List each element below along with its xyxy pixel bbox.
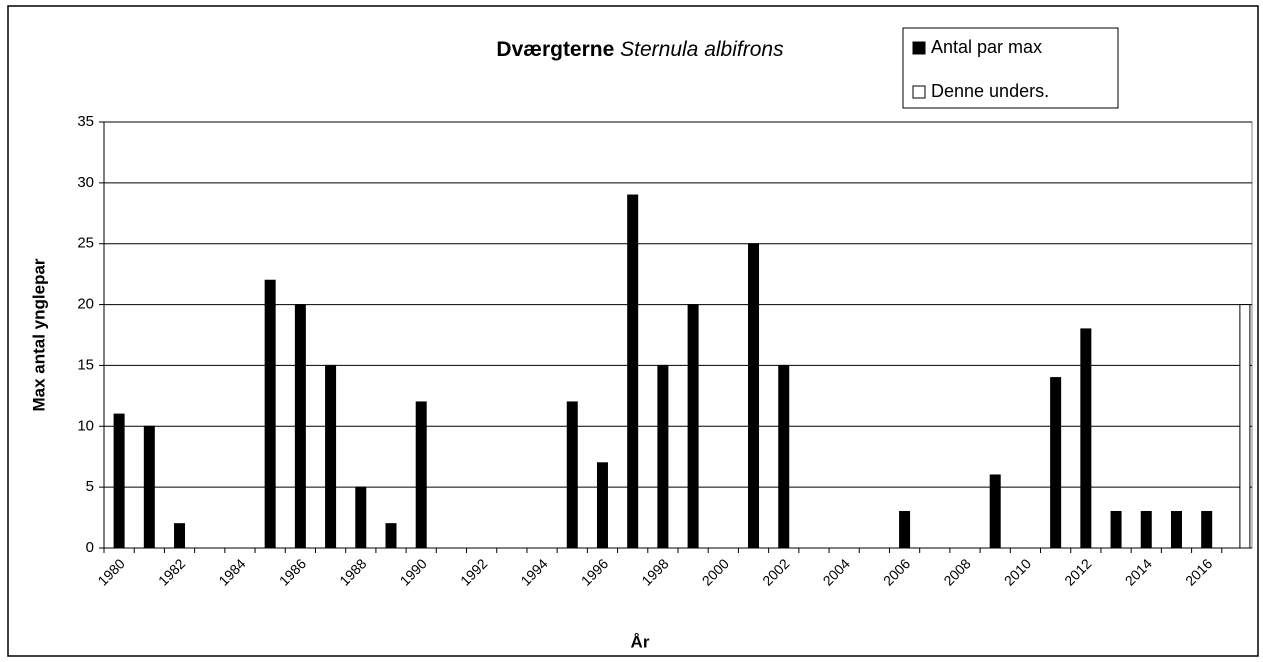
legend-swatch — [912, 85, 926, 99]
title-main: Dværgterne — [496, 38, 614, 61]
bar — [1080, 328, 1092, 549]
y-tick-label: 25 — [77, 235, 94, 252]
bar — [325, 364, 337, 549]
bar — [385, 523, 397, 549]
bar — [355, 486, 367, 549]
bar — [1110, 510, 1122, 549]
bar — [778, 364, 790, 549]
y-tick-label: 20 — [77, 296, 94, 313]
bar — [1050, 377, 1062, 549]
bar — [627, 194, 639, 549]
bar — [687, 304, 699, 549]
y-tick-label: 35 — [77, 113, 94, 130]
bar — [899, 510, 911, 549]
bar — [415, 401, 427, 549]
bar — [748, 243, 760, 549]
legend-label: Antal par max — [931, 37, 1042, 57]
bar — [566, 401, 578, 549]
title-species: Sternula albifrons — [620, 38, 784, 61]
chart-title: Dværgterne Sternula albifrons — [496, 38, 784, 61]
x-axis-label: År — [631, 632, 650, 651]
y-tick-label: 30 — [77, 174, 94, 191]
bar — [1170, 510, 1182, 549]
bar — [989, 474, 1001, 549]
bar — [1201, 510, 1213, 549]
bar — [113, 413, 125, 549]
y-axis-label: Max antal ynglepar — [29, 258, 48, 411]
y-tick-label: 10 — [77, 417, 94, 434]
y-tick-label: 0 — [86, 539, 94, 556]
bar — [174, 523, 186, 549]
bar — [1140, 510, 1152, 549]
legend-label: Denne unders. — [931, 81, 1049, 101]
legend-box — [902, 27, 1119, 109]
bar — [264, 279, 276, 549]
bar — [657, 364, 669, 549]
bar — [143, 425, 155, 549]
bar — [1239, 304, 1251, 549]
bar — [596, 462, 608, 549]
legend-swatch — [912, 41, 926, 55]
y-tick-label: 5 — [86, 478, 94, 495]
y-tick-label: 15 — [77, 356, 94, 373]
bar — [294, 304, 306, 549]
